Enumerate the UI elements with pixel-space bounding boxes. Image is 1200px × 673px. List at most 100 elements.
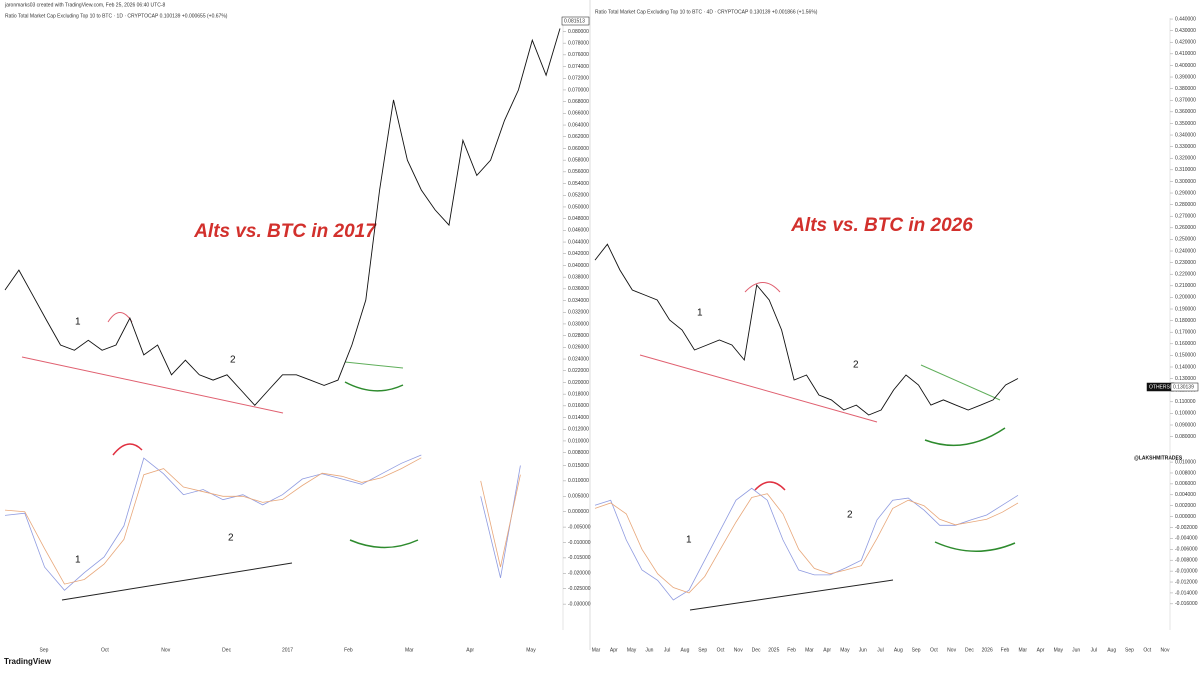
annotation: 1 (75, 317, 81, 328)
price-tag: 0.081513 (564, 18, 585, 24)
y2-tick-label: 0.005000 (568, 494, 589, 500)
y-tick-label: 0.130000 (1175, 376, 1196, 382)
y-tick-label: 0.008000 (568, 450, 589, 456)
y-tick-label: 0.070000 (568, 87, 589, 93)
y-tick-label: 0.370000 (1175, 98, 1196, 104)
annotation: 2 (847, 510, 853, 521)
y-tick-label: 0.016000 (568, 403, 589, 409)
y-tick-label: 0.240000 (1175, 248, 1196, 254)
y-tick-label: 0.260000 (1175, 225, 1196, 231)
y-tick-label: 0.440000 (1175, 16, 1196, 22)
y2-tick-label: -0.002000 (1175, 525, 1198, 531)
y-tick-label: 0.038000 (568, 274, 589, 280)
series-line (4, 28, 561, 406)
series-line (480, 465, 521, 578)
chart-title: Alts vs. BTC in 2026 (790, 215, 973, 236)
y-tick-label: 0.230000 (1175, 260, 1196, 266)
y-tick-label: 0.058000 (568, 157, 589, 163)
chart-title: Alts vs. BTC in 2017 (193, 221, 377, 242)
trend-line (920, 364, 1001, 401)
x-tick-label: Dec (752, 647, 761, 653)
y-tick-label: 0.150000 (1175, 353, 1196, 359)
y2-tick-label: 0.015000 (568, 463, 589, 469)
annotation: 1 (686, 535, 692, 546)
y-tick-label: 0.020000 (568, 380, 589, 386)
y2-tick-label: -0.006000 (1175, 547, 1198, 553)
annotation: 2 (853, 360, 859, 371)
x-tick-label: 2026 (982, 647, 993, 653)
y2-tick-label: 0.000000 (568, 509, 589, 515)
x-tick-label: May (627, 647, 637, 653)
x-tick-label: Nov (161, 647, 170, 653)
y-tick-label: 0.210000 (1175, 283, 1196, 289)
x-tick-label: Dec (222, 647, 231, 653)
y-tick-label: 0.026000 (568, 345, 589, 351)
x-tick-label: Mar (805, 647, 814, 653)
y2-tick-label: -0.020000 (568, 571, 591, 577)
y-tick-label: 0.040000 (568, 263, 589, 269)
y2-tick-label: 0.000000 (1175, 514, 1196, 520)
series-line (594, 487, 1019, 601)
y-tick-label: 0.350000 (1175, 121, 1196, 127)
y-tick-label: 0.010000 (568, 438, 589, 444)
y-tick-label: 0.310000 (1175, 167, 1196, 173)
y-tick-label: 0.250000 (1175, 237, 1196, 243)
x-tick-label: May (1054, 647, 1064, 653)
trend-line (61, 562, 293, 601)
y-tick-label: 0.066000 (568, 111, 589, 117)
series-line (594, 493, 1019, 594)
y-tick-label: 0.400000 (1175, 63, 1196, 69)
y-tick-label: 0.180000 (1175, 318, 1196, 324)
handle: @LAKSHMITRADES (1134, 455, 1183, 461)
y-tick-label: 0.028000 (568, 333, 589, 339)
x-tick-label: Mar (592, 647, 601, 653)
y-tick-label: 0.430000 (1175, 28, 1196, 34)
arc (934, 541, 1016, 552)
trend-line (689, 579, 894, 611)
x-tick-label: Sep (1125, 647, 1134, 653)
y2-tick-label: -0.015000 (568, 555, 591, 561)
x-tick-label: Jul (1091, 647, 1097, 653)
x-tick-label: Jun (1072, 647, 1080, 653)
x-tick-label: Aug (894, 647, 903, 653)
y-tick-label: 0.012000 (568, 427, 589, 433)
y-tick-label: 0.072000 (568, 76, 589, 82)
x-tick-label: Mar (405, 647, 414, 653)
series-line (480, 474, 521, 568)
y-tick-label: 0.320000 (1175, 156, 1196, 162)
price-tag-box (1170, 382, 1199, 392)
y-tick-label: 0.068000 (568, 99, 589, 105)
y-tick-label: 0.018000 (568, 391, 589, 397)
y-tick-label: 0.054000 (568, 181, 589, 187)
y-tick-label: 0.032000 (568, 310, 589, 316)
y-tick-label: 0.046000 (568, 228, 589, 234)
y-tick-label: 0.030000 (568, 321, 589, 327)
price-tag: OTHERSBTC (1149, 384, 1180, 390)
x-tick-label: Sep (40, 647, 49, 653)
arc (112, 443, 143, 456)
y-tick-label: 0.050000 (568, 204, 589, 210)
y-tick-label: 0.270000 (1175, 214, 1196, 220)
x-tick-label: Apr (466, 647, 474, 653)
legend-line: Ratio Total Market Cap Excluding Top 10 … (5, 13, 228, 19)
x-tick-label: Oct (101, 647, 109, 653)
price-tag-box (561, 16, 590, 26)
y-tick-label: 0.330000 (1175, 144, 1196, 150)
y-tick-label: 0.034000 (568, 298, 589, 304)
y2-tick-label: -0.010000 (1175, 568, 1198, 574)
y-tick-label: 0.380000 (1175, 86, 1196, 92)
y-tick-label: 0.280000 (1175, 202, 1196, 208)
y-tick-label: 0.076000 (568, 52, 589, 58)
x-tick-label: Jul (664, 647, 670, 653)
y2-tick-label: 0.010000 (1175, 459, 1196, 465)
y2-tick-label: 0.004000 (1175, 492, 1196, 498)
arc (349, 539, 419, 549)
trend-line (21, 356, 284, 414)
x-tick-label: 2017 (282, 647, 293, 653)
y-tick-label: 0.090000 (1175, 422, 1196, 428)
annotation: 2 (228, 533, 234, 544)
series-line (594, 243, 1019, 416)
y-tick-label: 0.080000 (1175, 434, 1196, 440)
y2-tick-label: 0.010000 (568, 478, 589, 484)
